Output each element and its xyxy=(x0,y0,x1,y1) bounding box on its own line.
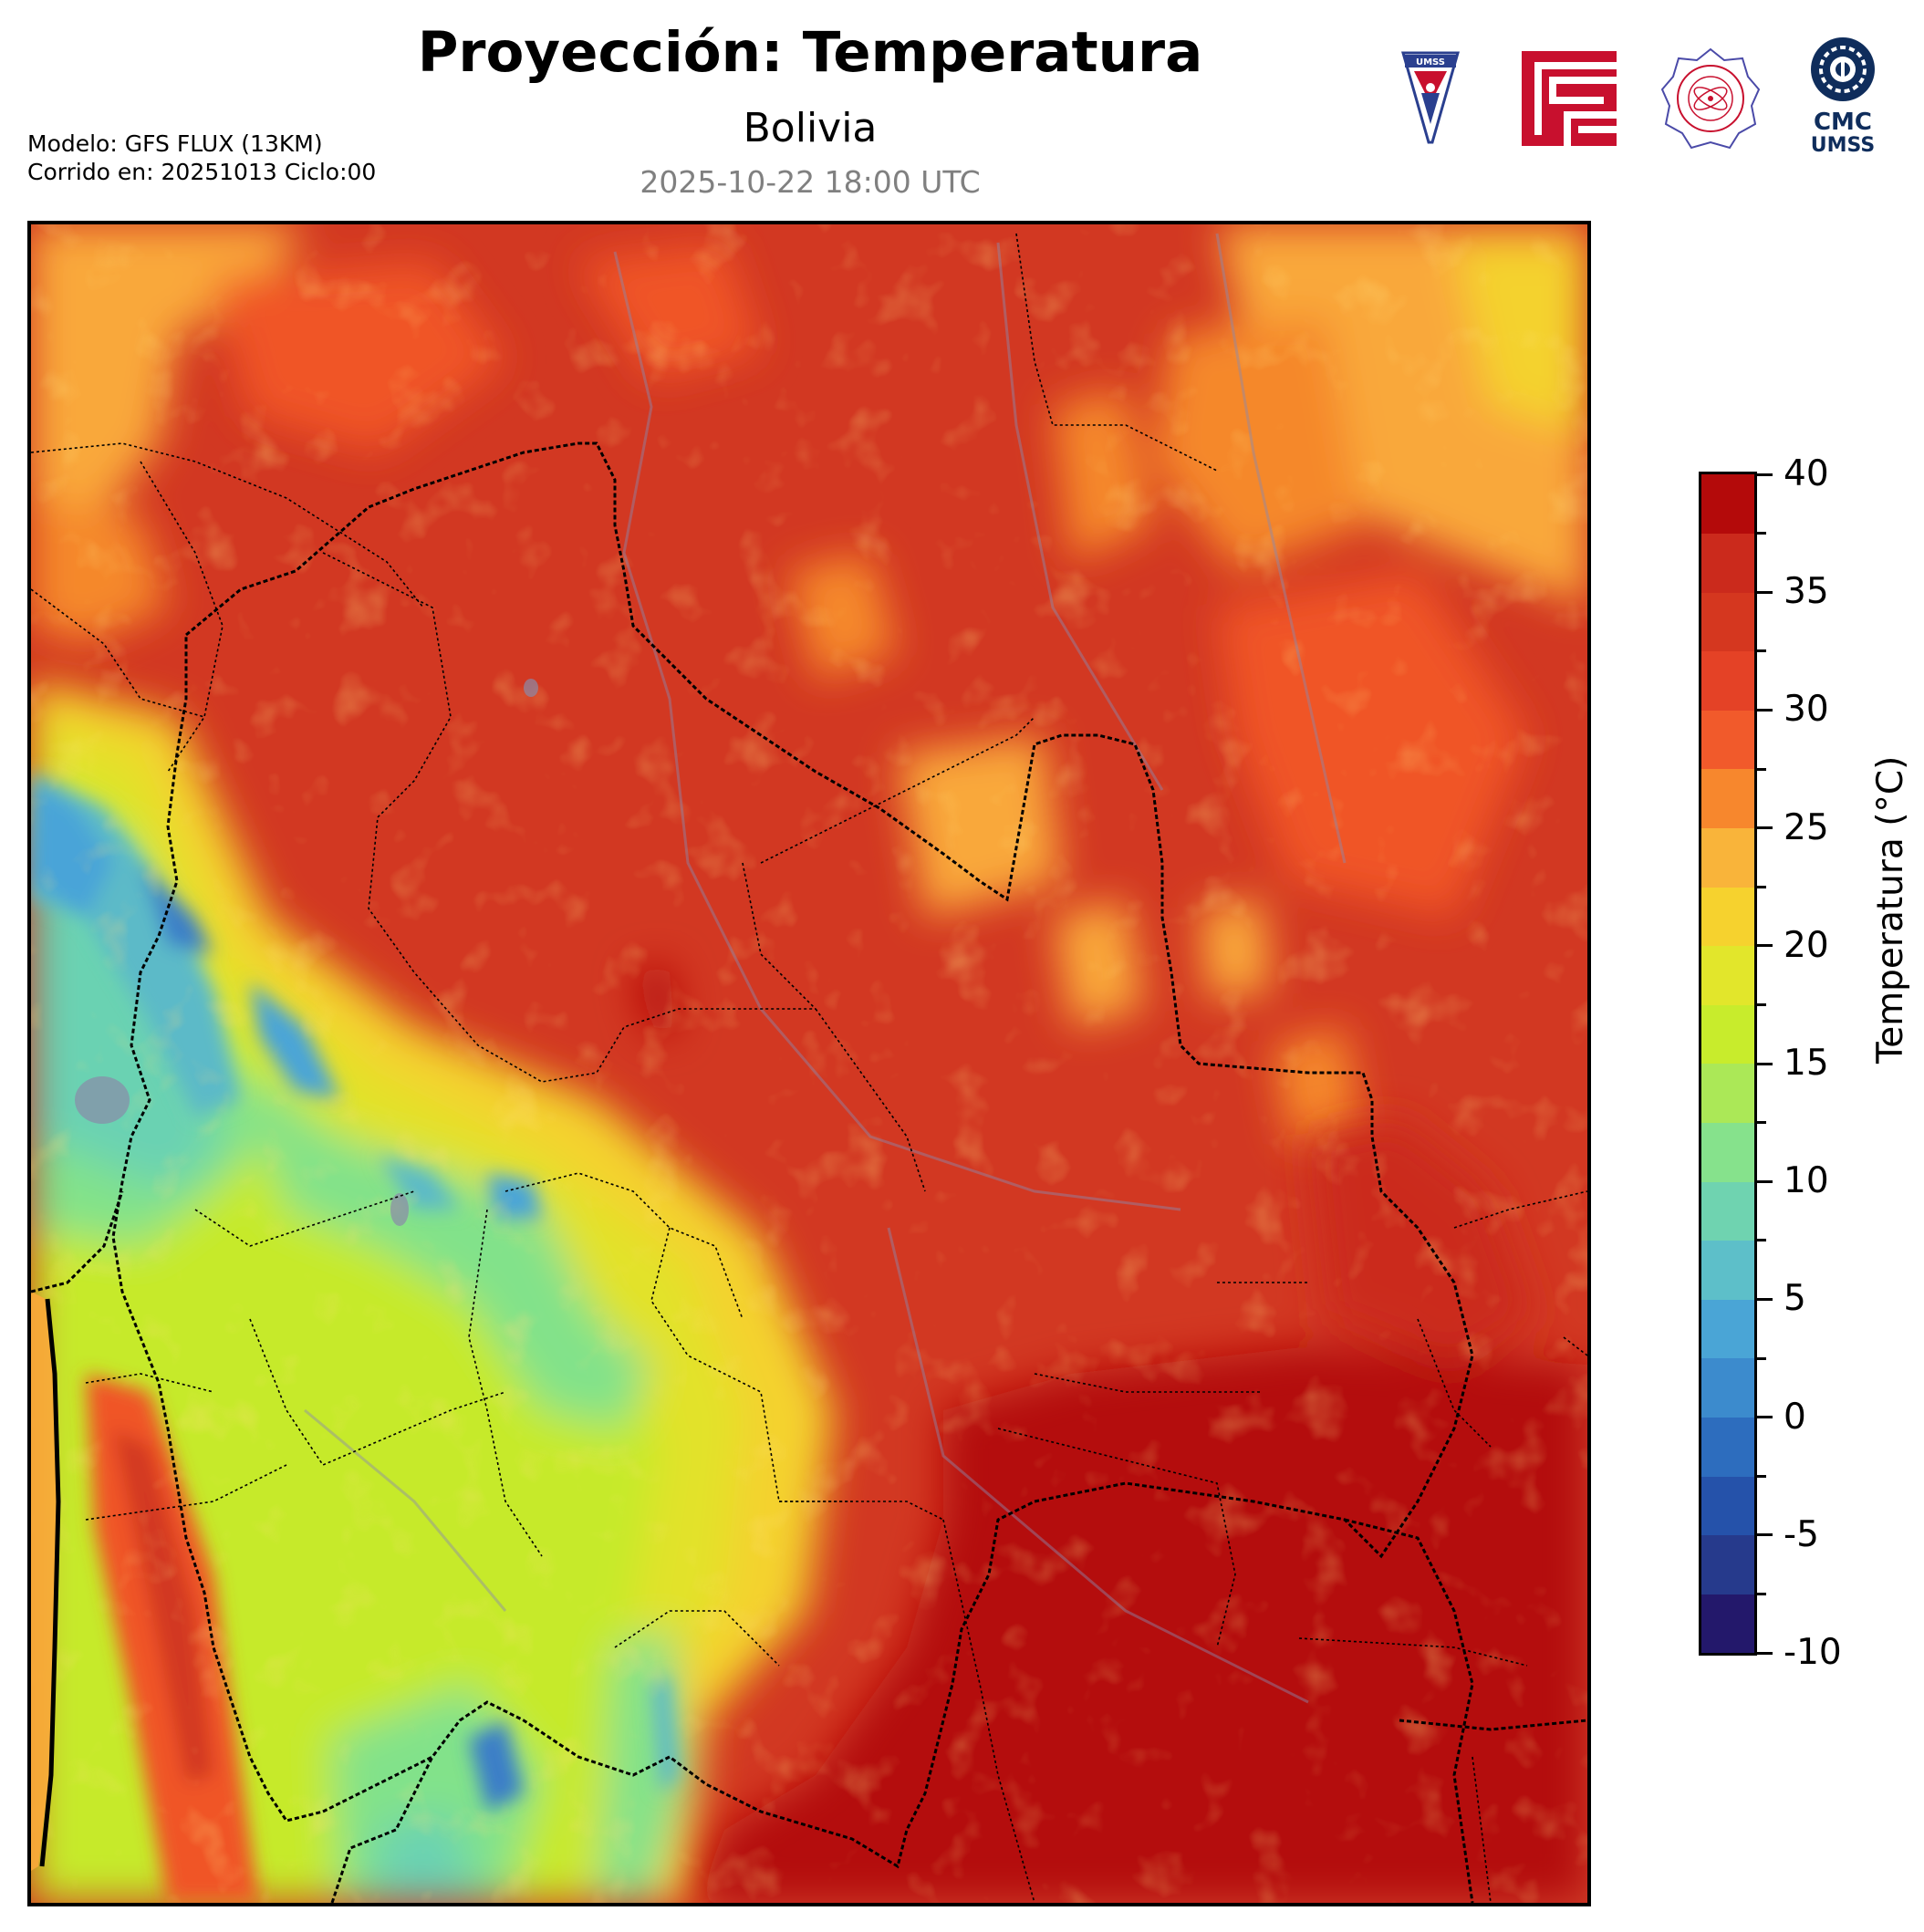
colorbar-band xyxy=(1701,1534,1754,1594)
colorbar-band xyxy=(1701,1122,1754,1182)
colorbar-tick-label: 35 xyxy=(1784,571,1829,613)
colorbar-major-tick xyxy=(1757,1062,1773,1065)
colorbar-major-tick xyxy=(1757,1651,1773,1655)
model-info: Modelo: GFS FLUX (13KM) Corrido en: 2025… xyxy=(27,130,376,186)
colorbar-major-tick xyxy=(1757,944,1773,948)
colorbar-tick-label: -5 xyxy=(1784,1513,1819,1555)
rivers xyxy=(304,233,1347,1704)
departamento-fisica-seal-logo xyxy=(1660,47,1761,150)
temperature-map[interactable] xyxy=(27,221,1591,1906)
colorbar-band xyxy=(1701,474,1754,535)
colorbar-band xyxy=(1701,945,1754,1005)
pacific-coast-strip xyxy=(31,1292,58,1871)
colorbar-major-tick xyxy=(1757,1179,1773,1183)
lake-titicaca xyxy=(75,1076,130,1124)
map-subtitle: Bolivia xyxy=(743,105,878,151)
temperature-colorbar xyxy=(1699,472,1757,1656)
colorbar-tick-label: 20 xyxy=(1784,924,1829,966)
colorbar-tick-label: 30 xyxy=(1784,689,1829,731)
umss-shield-logo: UMSS xyxy=(1401,51,1460,144)
department-boundaries xyxy=(31,233,1587,1903)
colorbar-band xyxy=(1701,1064,1754,1124)
colorbar-major-tick xyxy=(1757,708,1773,712)
colorbar-major-tick xyxy=(1757,1297,1773,1301)
colorbar-band xyxy=(1701,1004,1754,1065)
model-run: Corrido en: 20251013 Ciclo:00 xyxy=(27,159,377,185)
colorbar-label: Temperatura (°C) xyxy=(1870,755,1911,1064)
colorbar-minor-tick xyxy=(1757,1592,1766,1595)
svg-text:CMC: CMC xyxy=(1814,109,1872,136)
colorbar-major-tick xyxy=(1757,1533,1773,1537)
neighbor-borders xyxy=(31,1190,1587,1903)
colorbar-band xyxy=(1701,1240,1754,1300)
colorbar-tick-label: 15 xyxy=(1784,1043,1829,1084)
colorbar-band xyxy=(1701,1476,1754,1536)
svg-text:UMSS: UMSS xyxy=(1811,134,1875,157)
colorbar-band xyxy=(1701,1417,1754,1477)
colorbar-band xyxy=(1701,1594,1754,1653)
colorbar-minor-tick xyxy=(1757,1474,1766,1478)
red-glyph-logo xyxy=(1522,51,1617,146)
cmc-umss-logo: CMC UMSS xyxy=(1811,37,1875,157)
colorbar-tick-label: 0 xyxy=(1784,1396,1806,1438)
model-name: Modelo: GFS FLUX (13KM) xyxy=(27,130,323,157)
temperature-texture xyxy=(31,224,1587,1903)
colorbar-major-tick xyxy=(1757,826,1773,830)
colorbar-band xyxy=(1701,1299,1754,1359)
colorbar-band xyxy=(1701,827,1754,888)
colorbar-band xyxy=(1701,769,1754,829)
bolivia-border xyxy=(111,441,1474,1869)
colorbar-minor-tick xyxy=(1757,885,1766,888)
colorbar-minor-tick xyxy=(1757,767,1766,771)
colorbar-tick-label: -10 xyxy=(1784,1632,1842,1673)
colorbar-minor-tick xyxy=(1757,1121,1766,1125)
colorbar-band xyxy=(1701,650,1754,711)
colorbar-minor-tick xyxy=(1757,1239,1766,1242)
temperature-map-svg xyxy=(31,224,1587,1903)
colorbar-band xyxy=(1701,887,1754,947)
forecast-datetime: 2025-10-22 18:00 UTC xyxy=(640,164,981,200)
colorbar-minor-tick xyxy=(1757,1002,1766,1006)
colorbar-major-tick xyxy=(1757,1416,1773,1419)
colorbar-major-tick xyxy=(1757,590,1773,594)
colorbar-band xyxy=(1701,533,1754,593)
colorbar-minor-tick xyxy=(1757,1356,1766,1360)
pacific-coastline xyxy=(39,1298,61,1867)
colorbar-tick-label: 25 xyxy=(1784,806,1829,848)
colorbar-major-tick xyxy=(1757,473,1773,476)
map-title: Proyección: Temperatura xyxy=(417,20,1203,85)
colorbar-band xyxy=(1701,710,1754,770)
colorbar-band xyxy=(1701,592,1754,652)
lakes xyxy=(75,679,538,1226)
colorbar-minor-tick xyxy=(1757,532,1766,535)
colorbar-band xyxy=(1701,1358,1754,1418)
colorbar-band xyxy=(1701,1181,1754,1241)
umss-logo-text: UMSS xyxy=(1416,57,1445,68)
colorbar-tick-label: 10 xyxy=(1784,1160,1829,1202)
colorbar-tick-label: 40 xyxy=(1784,453,1829,494)
colorbar-minor-tick xyxy=(1757,649,1766,653)
colorbar-tick-label: 5 xyxy=(1784,1278,1806,1320)
